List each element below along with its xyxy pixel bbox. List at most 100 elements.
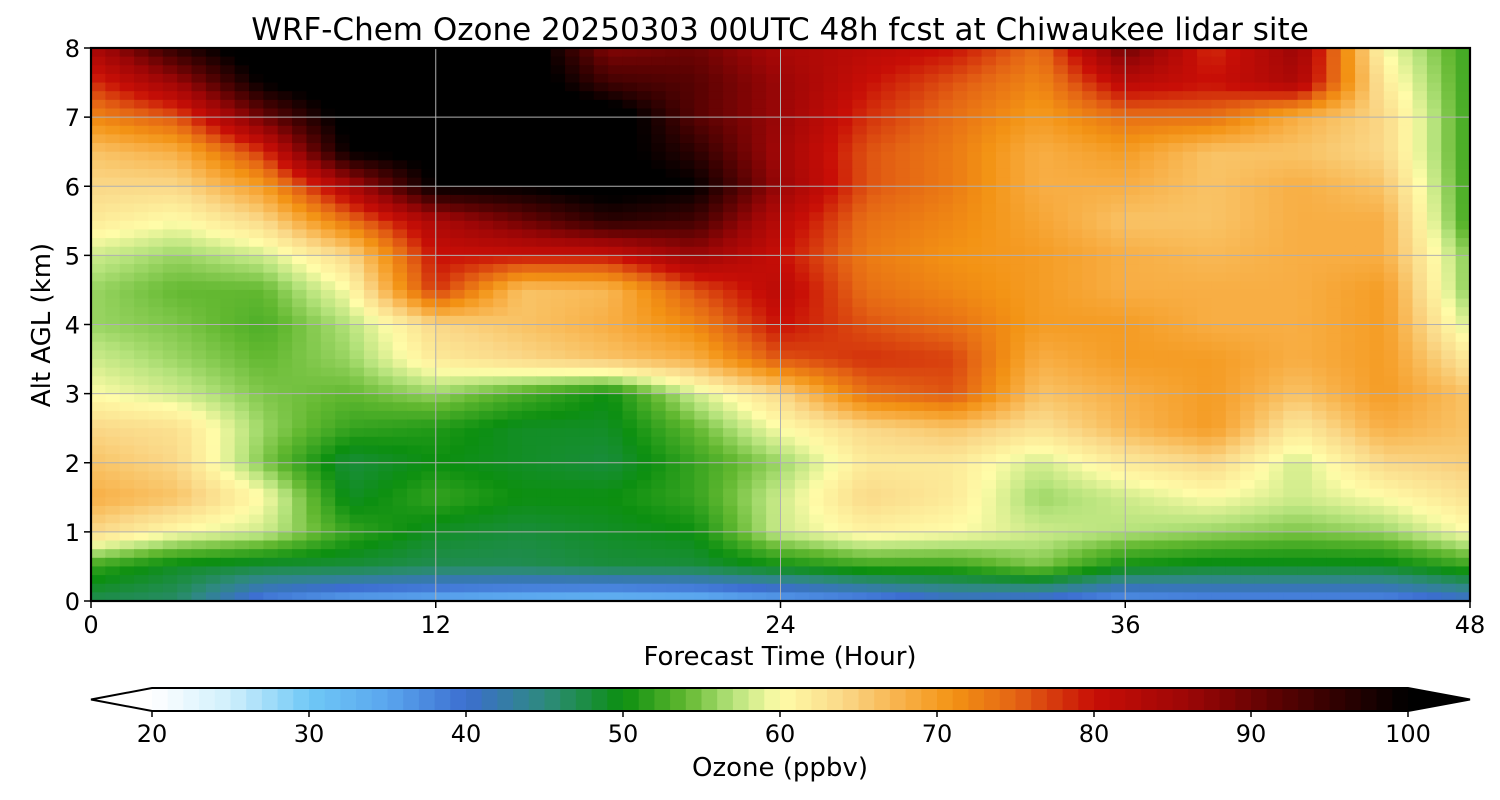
heatmap-cell xyxy=(694,454,710,464)
heatmap-cell xyxy=(1039,168,1055,179)
heatmap-cell xyxy=(766,315,782,326)
heatmap-cell xyxy=(622,194,638,205)
heatmap-cell xyxy=(622,160,638,170)
heatmap-cell xyxy=(1153,307,1169,317)
heatmap-cell xyxy=(234,428,250,438)
heatmap-cell xyxy=(407,108,422,118)
heatmap-cell xyxy=(234,384,250,395)
heatmap-cell xyxy=(478,220,494,231)
heatmap-cell xyxy=(1153,480,1169,490)
heatmap-cell xyxy=(1153,333,1169,343)
heatmap-cell xyxy=(1412,56,1428,66)
heatmap-cell xyxy=(651,315,667,326)
heatmap-cell xyxy=(924,194,940,205)
heatmap-cell xyxy=(378,436,394,447)
heatmap-cell xyxy=(837,203,853,213)
heatmap-cell xyxy=(234,333,250,343)
heatmap-cell xyxy=(177,48,193,58)
heatmap-cell xyxy=(1369,341,1385,352)
heatmap-cell xyxy=(263,324,279,334)
heatmap-cell xyxy=(507,393,523,403)
heatmap-cell xyxy=(263,56,279,66)
heatmap-cell xyxy=(450,307,466,317)
heatmap-cell xyxy=(909,108,925,118)
heatmap-cell xyxy=(263,272,279,282)
heatmap-cell xyxy=(1039,384,1055,395)
heatmap-cell xyxy=(191,445,207,455)
heatmap-cell xyxy=(1197,229,1213,239)
heatmap-cell xyxy=(1153,194,1169,205)
heatmap-cell xyxy=(550,402,566,412)
heatmap-cell xyxy=(679,177,695,187)
heatmap-cell xyxy=(205,436,221,447)
heatmap-cell xyxy=(938,73,954,84)
heatmap-cell xyxy=(1268,359,1284,369)
heatmap-cell xyxy=(909,436,925,447)
heatmap-cell xyxy=(1398,134,1414,144)
heatmap-cell xyxy=(1053,428,1069,438)
heatmap-cell xyxy=(593,177,609,187)
heatmap-cell xyxy=(1067,168,1083,179)
heatmap-cell xyxy=(493,65,509,75)
heatmap-cell xyxy=(737,289,753,300)
heatmap-cell xyxy=(1268,488,1284,498)
heatmap-cell xyxy=(536,82,552,92)
heatmap-cell xyxy=(938,315,954,326)
heatmap-cell xyxy=(1053,359,1069,369)
heatmap-cell xyxy=(191,99,207,110)
heatmap-cell xyxy=(1182,480,1198,490)
heatmap-cell xyxy=(1455,462,1470,472)
heatmap-cell xyxy=(91,264,106,274)
heatmap-cell xyxy=(1139,402,1155,412)
heatmap-cell xyxy=(550,419,566,429)
heatmap-cell xyxy=(464,117,480,127)
heatmap-cell xyxy=(823,462,839,472)
heatmap-cell xyxy=(263,151,279,161)
heatmap-cell xyxy=(924,324,940,334)
heatmap-cell xyxy=(1268,91,1284,101)
heatmap-cell xyxy=(263,117,279,127)
heatmap-cell xyxy=(550,272,566,282)
heatmap-cell xyxy=(507,281,523,291)
heatmap-cell xyxy=(1197,203,1213,213)
heatmap-cell xyxy=(967,272,983,282)
heatmap-cell xyxy=(1082,307,1098,317)
heatmap-cell xyxy=(909,289,925,300)
heatmap-cell xyxy=(809,428,825,438)
heatmap-cell xyxy=(1240,212,1256,222)
heatmap-cell xyxy=(277,255,293,265)
heatmap-cell xyxy=(349,134,365,144)
heatmap-cell xyxy=(837,246,853,256)
heatmap-cell xyxy=(1369,367,1385,377)
heatmap-cell xyxy=(521,428,537,438)
heatmap-cell xyxy=(881,272,897,282)
heatmap-cell xyxy=(148,264,164,274)
heatmap-cell xyxy=(177,117,193,127)
heatmap-cell xyxy=(277,229,293,239)
heatmap-cell xyxy=(1426,410,1442,421)
heatmap-cell xyxy=(249,203,264,213)
heatmap-cell xyxy=(1268,281,1284,291)
heatmap-cell xyxy=(1096,203,1112,213)
heatmap-cell xyxy=(263,445,279,455)
heatmap-cell xyxy=(651,298,667,308)
heatmap-cell xyxy=(521,324,537,334)
heatmap-cell xyxy=(1182,445,1198,455)
heatmap-cell xyxy=(679,445,695,455)
heatmap-cell xyxy=(335,428,351,438)
heatmap-cell xyxy=(349,393,365,403)
heatmap-cell xyxy=(119,108,135,118)
heatmap-cell xyxy=(708,82,724,92)
heatmap-cell xyxy=(536,108,552,118)
heatmap-cell xyxy=(1240,134,1256,144)
heatmap-cell xyxy=(1010,436,1026,447)
heatmap-cell xyxy=(981,65,997,75)
heatmap-cell xyxy=(493,428,509,438)
heatmap-cell xyxy=(866,203,882,213)
heatmap-cell xyxy=(162,56,178,66)
heatmap-cell xyxy=(1398,229,1414,239)
heatmap-cell xyxy=(249,65,264,75)
heatmap-cell xyxy=(378,272,394,282)
heatmap-cell xyxy=(177,160,193,170)
heatmap-cell xyxy=(622,229,638,239)
